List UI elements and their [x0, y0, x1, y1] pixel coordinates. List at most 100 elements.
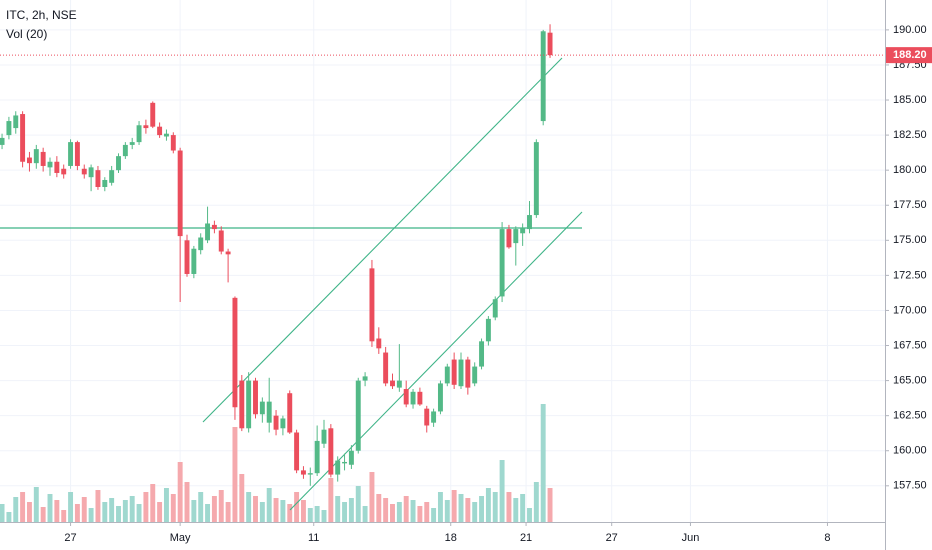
volume-bar	[458, 494, 464, 522]
volume-bar	[540, 404, 546, 522]
candle-body	[95, 170, 101, 187]
volume-bar	[547, 488, 553, 522]
candle-body	[218, 230, 224, 252]
x-tick-label: 8	[824, 532, 830, 544]
candle-body	[13, 115, 19, 129]
candle-body	[533, 142, 539, 216]
volume-bar	[294, 492, 300, 522]
volume-bar	[116, 506, 121, 522]
volume-bar	[527, 508, 532, 522]
volume-bar	[88, 508, 94, 522]
volume-bar	[218, 490, 224, 522]
volume-bar	[150, 484, 156, 522]
y-tick-label: 175.00	[893, 234, 927, 246]
candle-body	[314, 440, 320, 474]
candle-body	[26, 157, 32, 164]
candle-body	[321, 429, 327, 444]
volume-bar	[54, 500, 60, 522]
candle-body	[61, 168, 67, 175]
volume-bar	[485, 488, 491, 522]
volume-bar	[40, 507, 46, 522]
volume-bar	[424, 502, 430, 522]
volume-bar	[533, 482, 539, 522]
volume-bar	[95, 490, 101, 522]
chart-title: ITC, 2h, NSE	[6, 8, 77, 22]
y-tick-label: 180.00	[893, 164, 927, 176]
candle-body	[458, 359, 464, 387]
volume-bar	[355, 486, 361, 522]
candle-body	[116, 156, 121, 171]
candle-body	[211, 224, 217, 230]
x-tick-label: 27	[64, 532, 76, 544]
volume-bar	[225, 502, 231, 522]
volume-bar	[191, 500, 197, 522]
candle-body	[410, 391, 416, 405]
volume-bar	[328, 478, 334, 522]
volume-bar	[102, 502, 108, 522]
candle-body	[129, 142, 135, 145]
candle-body	[81, 168, 87, 175]
candle-body	[88, 167, 94, 178]
volume-bar	[259, 502, 265, 522]
candle-body	[0, 137, 5, 145]
candle-body	[444, 366, 450, 384]
candle-body	[33, 149, 39, 164]
grid	[0, 0, 885, 522]
x-tick-label: 18	[445, 532, 457, 544]
candle-body	[294, 432, 300, 471]
volume-bar	[74, 504, 80, 522]
volume-bar	[26, 502, 32, 522]
candle-body	[68, 142, 74, 166]
candle-body	[485, 318, 491, 342]
candle-body	[280, 418, 286, 429]
volume-bar	[362, 506, 368, 522]
volume-bar	[417, 506, 423, 522]
volume-bar	[376, 494, 382, 522]
candle-body	[177, 150, 183, 237]
candle-body	[348, 450, 354, 465]
candle-body	[492, 299, 498, 318]
volume-bar	[163, 488, 169, 522]
volume-bar	[513, 498, 519, 522]
volume-bar	[431, 508, 437, 522]
volume-bar	[342, 502, 348, 522]
volume-bar	[321, 510, 327, 522]
volume-bar	[143, 492, 149, 522]
candle-body	[205, 223, 211, 241]
candle-body	[547, 32, 553, 56]
candle-body	[424, 408, 430, 426]
x-tick-label: May	[170, 532, 191, 544]
y-tick-label: 172.50	[893, 269, 927, 281]
candle-body	[479, 341, 485, 367]
candle-body	[396, 380, 402, 388]
volume-bar	[403, 496, 409, 522]
candle-body	[191, 248, 197, 274]
volume-bar	[314, 506, 320, 522]
last-price-label: 188.20	[893, 49, 927, 61]
volume-bar	[13, 497, 19, 522]
volume-bar	[253, 496, 258, 522]
volume-bar	[437, 492, 443, 522]
volume-bar	[184, 482, 190, 522]
volume-bar	[6, 512, 12, 522]
candle-body	[335, 460, 341, 475]
candle-body	[54, 161, 60, 173]
candle-body	[246, 380, 252, 429]
volume-bar	[170, 494, 176, 522]
candle-body	[198, 237, 204, 251]
y-tick-label: 162.50	[893, 410, 927, 422]
volume-bar	[205, 504, 211, 522]
candle-body	[451, 359, 457, 385]
y-tick-label: 190.00	[893, 24, 927, 36]
candle-body	[20, 114, 26, 162]
candle-body	[307, 473, 313, 475]
candle-body	[287, 393, 293, 433]
candle-body	[136, 125, 142, 143]
candle-body	[403, 389, 409, 405]
volume-bar	[20, 492, 26, 522]
volume-bar	[246, 492, 252, 522]
volume-bar	[136, 504, 142, 522]
volume-bar	[266, 488, 272, 522]
volume-bar	[506, 492, 512, 522]
